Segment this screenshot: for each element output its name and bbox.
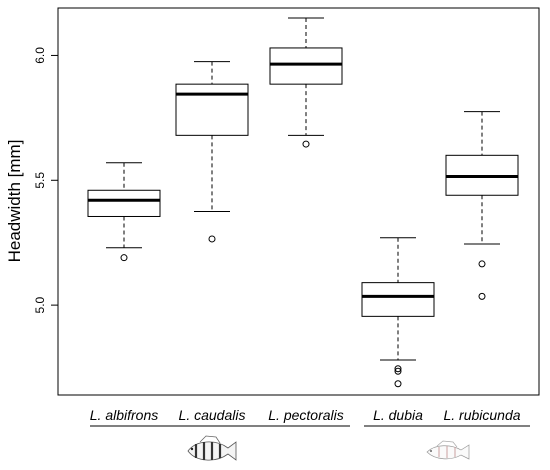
y-tick-label: 5.0 xyxy=(33,296,47,313)
box-group xyxy=(87,162,161,262)
outlier-point xyxy=(394,367,402,375)
x-axis-labels: L. albifrons L. caudalis L. pectoralis L. d… xyxy=(90,407,530,427)
outlier-point xyxy=(208,235,216,243)
box-iqr xyxy=(361,282,435,317)
outlier-point xyxy=(302,140,310,148)
x-category-label: L. albifrons xyxy=(90,407,158,423)
y-axis-title: Headwidth [mm] xyxy=(5,140,24,263)
box-group xyxy=(361,237,435,388)
outlier-point xyxy=(394,365,402,373)
pale-fish-icon xyxy=(426,440,470,460)
outlier-point xyxy=(478,292,486,300)
outlier-point xyxy=(394,380,402,388)
y-axis: 5.0 5.5 6.0 xyxy=(33,47,59,313)
y-tick-label: 6.0 xyxy=(33,47,47,64)
striped-fish-icon xyxy=(187,435,237,461)
box-group xyxy=(445,111,519,300)
box-group xyxy=(175,61,249,243)
x-category-label: L. caudalis xyxy=(179,407,246,423)
x-category-label: L. pectoralis xyxy=(268,407,343,423)
x-category-label: L. rubicunda xyxy=(443,407,520,423)
box-iqr xyxy=(87,189,161,217)
box-group xyxy=(269,17,343,148)
box-iqr xyxy=(269,47,343,85)
outlier-point xyxy=(120,254,128,262)
x-category-label: L. dubia xyxy=(373,407,423,423)
y-tick-label: 5.5 xyxy=(33,172,47,189)
box-series xyxy=(87,17,519,388)
outlier-point xyxy=(478,260,486,268)
box-iqr xyxy=(175,83,249,136)
